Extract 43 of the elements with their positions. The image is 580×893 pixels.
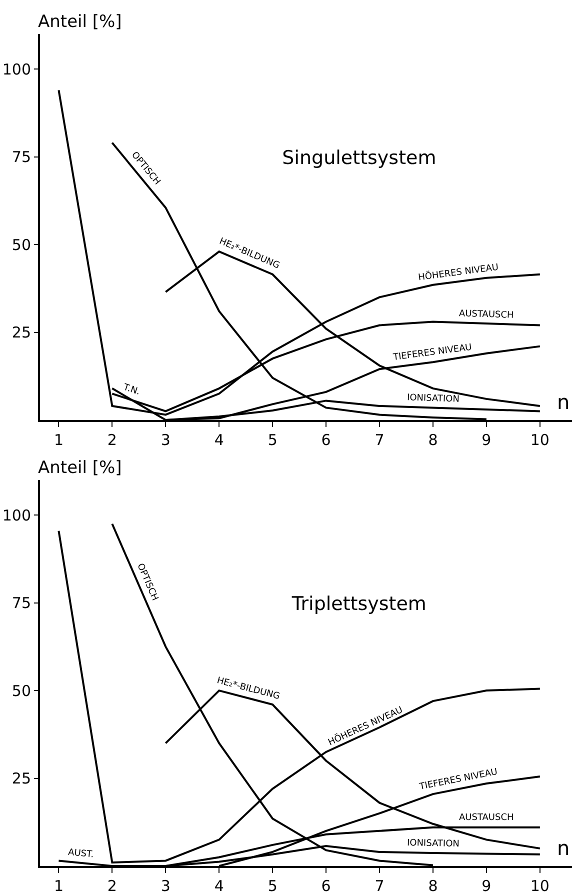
x-tick-label: 9 — [482, 431, 492, 449]
annotation: IONISATION — [406, 838, 460, 850]
x-tick-label: 7 — [374, 877, 384, 893]
x-tick-label: 5 — [268, 431, 278, 449]
x-tick-label: 3 — [160, 877, 170, 893]
annotation: IONISATION — [406, 393, 460, 405]
y-axis-title: Anteil [%] — [38, 12, 122, 32]
annotation: HÖHERES NIVEAU — [418, 260, 500, 284]
annotation: AUSTAUSCH — [459, 813, 514, 823]
annotation: TIEFERES NIVEAU — [392, 342, 472, 364]
y-axis-title: Anteil [%] — [38, 458, 122, 478]
x-tick-label: 8 — [428, 877, 438, 893]
y-tick-label: 50 — [12, 682, 31, 700]
x-tick-label: 4 — [214, 431, 224, 449]
x-tick-label: 3 — [160, 431, 170, 449]
y-tick-label: 25 — [12, 324, 31, 342]
x-tick-label: 9 — [482, 877, 492, 893]
x-tick-label: 1 — [54, 877, 64, 893]
y-tick-label: 50 — [12, 236, 31, 254]
x-tick-label: 1 — [54, 431, 64, 449]
x-axis-title: n — [557, 836, 570, 860]
y-tick-label: 25 — [12, 770, 31, 788]
x-tick-label: 7 — [374, 431, 384, 449]
annotation: AUSTAUSCH — [458, 309, 514, 321]
x-tick-label: 2 — [107, 877, 117, 893]
x-tick-label: 5 — [268, 877, 278, 893]
y-tick-label: 100 — [2, 506, 31, 524]
x-axis-title: n — [557, 390, 570, 414]
y-tick-label: 100 — [2, 60, 31, 78]
annotation: AUST. — [68, 848, 94, 860]
y-tick-label: 75 — [12, 594, 31, 612]
x-tick-label: 8 — [428, 431, 438, 449]
x-tick-label: 6 — [321, 877, 331, 893]
x-tick-label: 2 — [107, 431, 117, 449]
x-tick-label: 10 — [530, 877, 550, 893]
x-tick-label: 4 — [214, 877, 224, 893]
text: Triplettsystem — [290, 593, 426, 616]
x-tick-label: 6 — [321, 431, 331, 449]
annotation: T.N. — [121, 382, 142, 398]
annotation: TIEFERES NIVEAU — [418, 767, 498, 793]
y-tick-label: 75 — [12, 148, 31, 166]
x-tick-label: 10 — [530, 431, 550, 449]
text: Singulettsystem — [282, 147, 436, 170]
